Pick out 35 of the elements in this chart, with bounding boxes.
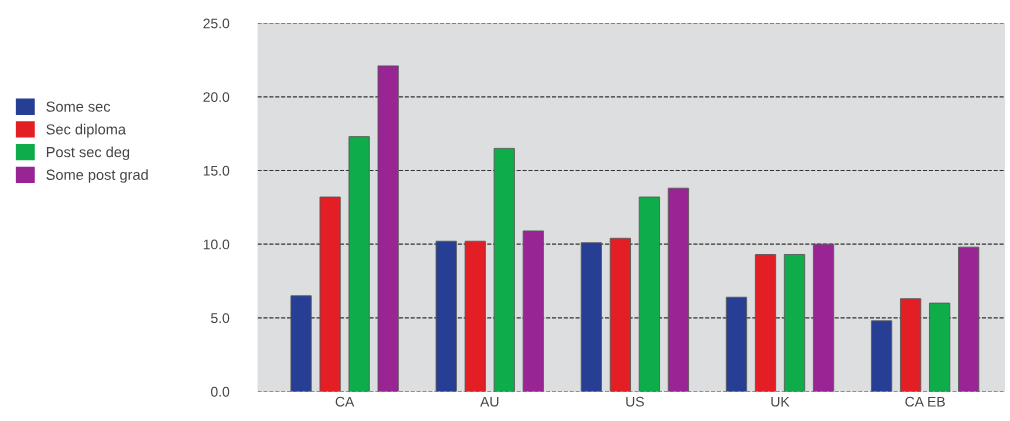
y-tick-label: 0.0 [211, 386, 230, 397]
x-tick-label: AU [480, 396, 499, 407]
x-tick-label: CA [335, 396, 355, 407]
y-tick-label: 10.0 [203, 239, 230, 250]
bar [725, 296, 748, 392]
bar [929, 302, 951, 392]
bar [319, 196, 341, 392]
bar [900, 298, 922, 392]
legend-label: Some sec [46, 101, 111, 112]
bar [377, 65, 399, 392]
bar [871, 320, 893, 392]
bar [348, 136, 370, 392]
bar [958, 246, 980, 392]
bar [580, 242, 602, 392]
x-tick-label: CA EB [905, 396, 945, 407]
bar [435, 240, 457, 392]
x-tick-label: US [626, 396, 644, 407]
y-tick-label: 5.0 [211, 313, 230, 324]
bar [493, 147, 515, 392]
y-tick-label: 25.0 [203, 18, 230, 29]
bar [667, 187, 689, 392]
bar [464, 240, 486, 392]
bar [754, 254, 777, 392]
bar [609, 237, 631, 392]
bar [783, 254, 806, 392]
x-tick-label: UK [771, 396, 790, 407]
legend-label: Post sec deg [46, 146, 130, 161]
legend-label: Some post grad [46, 169, 148, 183]
bar [522, 230, 544, 392]
y-tick-label: 15.0 [203, 165, 230, 176]
legend-label: Sec diploma [46, 123, 126, 138]
bar [638, 196, 660, 392]
bar [812, 243, 835, 392]
y-tick-label: 20.0 [203, 92, 230, 102]
bar [290, 295, 312, 392]
